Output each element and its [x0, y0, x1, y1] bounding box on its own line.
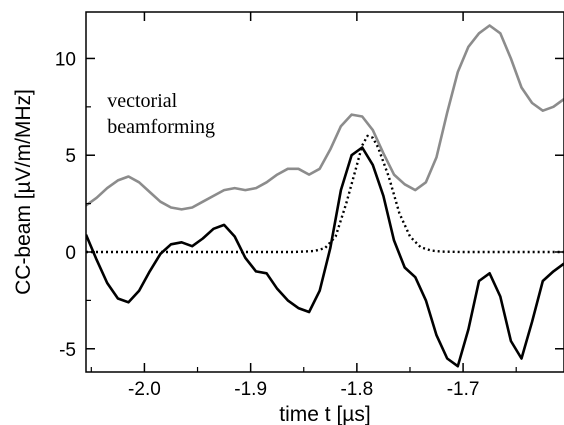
x-tick-label: -1.9: [234, 379, 267, 400]
y-tick-label: 10: [55, 49, 76, 70]
ticks-layer: -2.0 -1.9 -1.8 -1.7 -5 0 5 10: [55, 12, 564, 400]
series-line-black-dotted: [86, 134, 564, 254]
y-axis-title: CC-beam [µV/m/MHz]: [12, 89, 35, 295]
plot-frame: [85, 11, 564, 373]
annotation-line-1: vectorial: [107, 90, 177, 112]
x-tick-label: -1.7: [447, 379, 480, 400]
y-tick-label: 5: [65, 146, 76, 167]
x-tick-label: -1.8: [340, 379, 373, 400]
x-tick-label: -2.0: [128, 379, 161, 400]
series-line-black-solid: [86, 146, 564, 368]
x-axis-title: time t [µs]: [279, 403, 370, 425]
series-layer: [86, 24, 564, 368]
y-tick-label: -5: [59, 340, 76, 361]
y-tick-label: 0: [65, 243, 76, 264]
annotation-line-2: beamforming: [107, 116, 215, 138]
series-line-gray-solid: [86, 24, 564, 211]
